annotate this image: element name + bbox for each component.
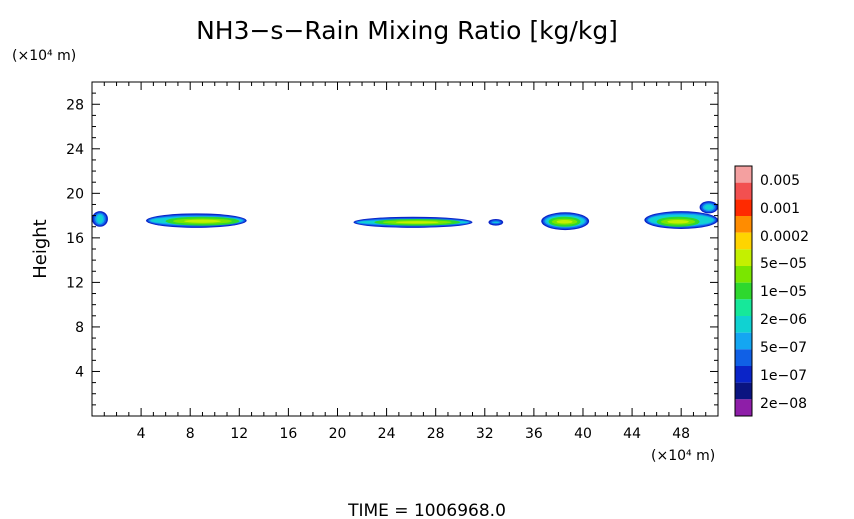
x-tick-label: 4 xyxy=(137,426,146,442)
contour-region xyxy=(353,216,473,228)
contour-region xyxy=(92,211,108,227)
contour-region xyxy=(644,211,718,229)
colorbar-swatch xyxy=(735,332,752,350)
y-axis-label: Height xyxy=(30,219,51,279)
contour-core-peak xyxy=(667,219,689,224)
contour-band xyxy=(96,214,104,224)
y-tick-label: 12 xyxy=(66,275,84,291)
y-axis-unit: (×10⁴ m) xyxy=(12,48,76,64)
colorbar-label: 1e−05 xyxy=(760,284,807,300)
colorbar-swatch xyxy=(735,349,752,366)
x-tick-label: 24 xyxy=(378,426,396,442)
x-tick-label: 20 xyxy=(329,426,347,442)
colorbar-swatch xyxy=(735,216,752,233)
contour-region xyxy=(146,213,247,228)
colorbar-label: 0.0002 xyxy=(760,229,809,245)
colorbar-swatch xyxy=(735,282,752,300)
x-tick-label: 36 xyxy=(525,426,543,442)
y-tick-label: 16 xyxy=(66,231,84,247)
colorbar-label: 2e−08 xyxy=(760,396,807,412)
contour-core-peak xyxy=(395,221,439,224)
contour-layer xyxy=(92,201,718,231)
x-tick-label: 16 xyxy=(279,426,297,442)
x-tick-label: 28 xyxy=(427,426,445,442)
contour-core-peak xyxy=(556,219,573,224)
colorbar-label: 5e−05 xyxy=(760,256,807,272)
colorbar-frame xyxy=(734,165,753,417)
colorbar-swatch xyxy=(735,316,752,333)
chart-title: NH3−s−Rain Mixing Ratio [kg/kg] xyxy=(196,16,618,45)
plot-frame xyxy=(91,81,719,417)
contour-core-peak xyxy=(184,219,221,223)
contour-region xyxy=(699,201,718,214)
colorbar-label: 2e−06 xyxy=(760,312,807,328)
x-tick-label: 12 xyxy=(230,426,248,442)
contour-region xyxy=(488,218,504,226)
contour-band xyxy=(704,204,714,210)
x-tick-label: 40 xyxy=(574,426,592,442)
colorbar-swatch xyxy=(735,366,752,383)
colorbar-swatch xyxy=(735,249,752,266)
contour-region xyxy=(541,212,590,231)
x-tick-label: 8 xyxy=(186,426,195,442)
colorbar-swatch xyxy=(735,182,752,200)
colorbar-swatch xyxy=(735,166,752,183)
y-tick-label: 24 xyxy=(66,142,84,158)
colorbar-swatch xyxy=(735,382,752,400)
colorbar-swatch xyxy=(735,399,752,416)
colorbar-label: 1e−07 xyxy=(760,368,807,384)
y-tick-label: 8 xyxy=(75,320,84,336)
colorbar-label: 0.001 xyxy=(760,201,800,217)
colorbar-swatch xyxy=(735,199,752,216)
time-footer: TIME = 1006968.0 xyxy=(347,501,506,519)
contour-band xyxy=(493,221,499,223)
colorbar-swatch xyxy=(735,299,752,316)
colorbar-label: 0.005 xyxy=(760,173,800,189)
colorbar-swatch xyxy=(735,266,752,283)
colorbar-swatch xyxy=(735,232,752,250)
x-tick-label: 32 xyxy=(476,426,494,442)
x-axis-unit: (×10⁴ m) xyxy=(651,448,715,464)
y-tick-label: 4 xyxy=(75,364,84,380)
y-tick-label: 20 xyxy=(66,186,84,202)
colorbar-label: 5e−07 xyxy=(760,340,807,356)
x-tick-label: 48 xyxy=(672,426,690,442)
x-tick-label: 44 xyxy=(623,426,641,442)
colorbar: 0.005 0.001 0.0002 5e−05 1e−05 2e−06 5e−07 1e−0… xyxy=(734,165,809,417)
y-tick-label: 28 xyxy=(66,97,84,113)
